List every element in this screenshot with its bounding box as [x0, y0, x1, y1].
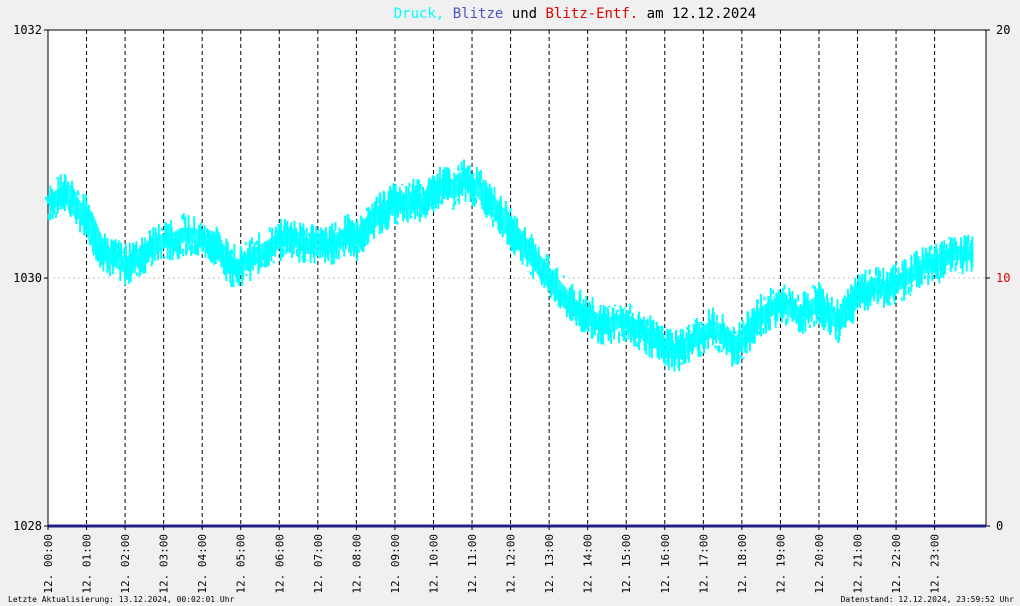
data-series: [44, 159, 986, 528]
y-right-tick-label: 20: [996, 23, 1010, 37]
y-axis-left: 1032 1030 1028: [13, 23, 48, 533]
title-part: ,: [436, 6, 453, 22]
x-tick-label: 12. 05:00: [235, 534, 248, 594]
x-tick-label: 12. 07:00: [312, 534, 325, 594]
y-left-tick-label: 1030: [13, 271, 42, 285]
pressure-jitter: [47, 159, 974, 372]
x-tick-label: 12. 18:00: [736, 534, 749, 594]
x-tick-label: 12. 06:00: [273, 534, 286, 594]
title-part: Druck: [394, 6, 437, 22]
x-tick-label: 12. 21:00: [852, 534, 865, 594]
y-left-tick-label: 1028: [13, 519, 42, 533]
y-left-tick-label: 1032: [13, 23, 42, 37]
x-tick-label: 12. 22:00: [890, 534, 903, 594]
x-tick-label: 12. 23:00: [929, 534, 942, 594]
x-tick-label: 12. 09:00: [389, 534, 402, 594]
x-tick-label: 12. 10:00: [427, 534, 440, 594]
x-tick-label: 12. 15:00: [620, 534, 633, 594]
x-tick-label: 12. 16:00: [659, 534, 672, 594]
x-tick-label: 12. 08:00: [350, 534, 363, 594]
footer-left: Letzte Aktualisierung: 13.12.2024, 00:02…: [8, 595, 235, 604]
y-right-tick-label: 0: [996, 519, 1003, 533]
title-part: Blitz-Entf.: [546, 6, 639, 22]
x-axis: 12. 00:00 12. 01:00 12. 02:00 12. 03:00 12. …: [42, 526, 942, 594]
x-tick-label: 12. 02:00: [119, 534, 132, 594]
x-tick-label: 12. 13:00: [543, 534, 556, 594]
x-tick-label: 12. 19:00: [774, 534, 787, 594]
x-tick-label: 12. 03:00: [158, 534, 171, 594]
x-tick-label: 12. 14:00: [582, 534, 595, 594]
footer-right: Datenstand: 12.12.2024, 23:59:52 Uhr: [841, 595, 1015, 604]
x-tick-label: 12. 12:00: [505, 534, 518, 594]
x-tick-label: 12. 01:00: [81, 534, 94, 594]
title-part: Blitze: [453, 6, 504, 22]
x-tick-label: 12. 17:00: [697, 534, 710, 594]
x-tick-label: 12. 04:00: [196, 534, 209, 594]
title-part: und: [503, 6, 545, 22]
title-part: am 12.12.2024: [638, 6, 756, 22]
y-axis-right: 20 10 0: [986, 23, 1010, 533]
chart-title: Druck, Blitze und Blitz-Entf. am 12.12.2…: [394, 6, 756, 22]
y-right-tick-label: 10: [996, 271, 1010, 285]
x-tick-label: 12. 00:00: [42, 534, 55, 594]
x-tick-label: 12. 20:00: [813, 534, 826, 594]
x-tick-label: 12. 11:00: [466, 534, 479, 594]
